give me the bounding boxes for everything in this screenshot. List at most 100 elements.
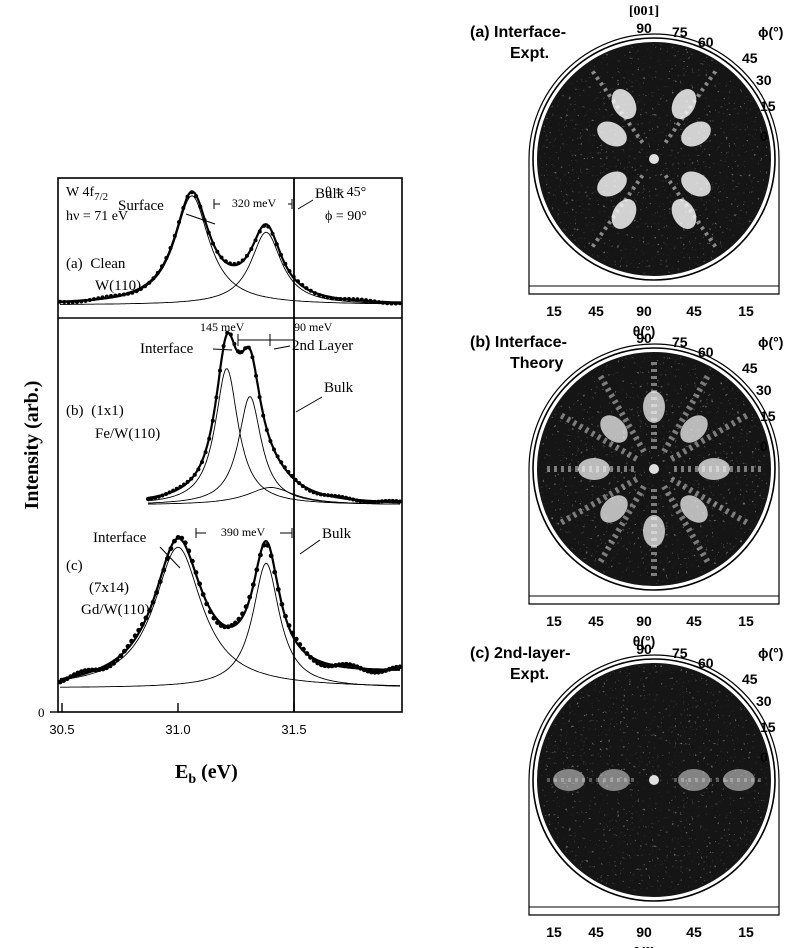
data-point: [189, 190, 194, 195]
data-point: [258, 552, 263, 558]
theta-tick-label: 90: [636, 613, 652, 629]
pattern-caption: (a) Interface-: [470, 24, 566, 41]
data-point: [207, 609, 213, 615]
phi-tick-label: 45: [742, 671, 758, 687]
data-point: [96, 296, 101, 301]
data-point: [239, 350, 244, 354]
pattern-outer-ring: [532, 347, 776, 591]
data-point: [92, 297, 96, 302]
data-point: [315, 491, 320, 496]
data-point: [194, 194, 198, 199]
data-point: [347, 496, 352, 501]
data-point: [304, 486, 309, 491]
data-point: [340, 495, 345, 499]
bulk-peak-label-c: Bulk: [322, 526, 352, 542]
data-point: [300, 484, 305, 489]
core-level-label: W 4f7/2: [66, 185, 108, 203]
data-point: [254, 567, 260, 573]
split-label-a-bg: [220, 194, 288, 210]
data-point: [355, 297, 360, 302]
data-point: [177, 220, 181, 225]
data-point: [229, 623, 235, 628]
phi-tick-label: 60: [698, 34, 714, 50]
data-point: [61, 678, 66, 683]
data-point: [358, 665, 363, 671]
data-point: [243, 346, 248, 351]
second-layer-pointer: [273, 345, 291, 350]
theta-tick-label: 15: [546, 924, 562, 940]
data-point: [250, 582, 256, 588]
data-point: [380, 499, 384, 504]
data-point: [257, 395, 262, 400]
data-point: [297, 481, 302, 486]
data-point: [283, 613, 288, 619]
data-point: [290, 474, 294, 478]
data-point: [155, 270, 160, 275]
data-point: [333, 494, 338, 498]
phi-tick-label: 45: [742, 360, 758, 376]
phi-tick-label: 60: [698, 655, 714, 671]
data-point: [146, 497, 150, 501]
data-point: [196, 467, 201, 472]
crystal-axis-label: [001]: [629, 4, 659, 19]
data-point: [236, 349, 240, 354]
data-point: [104, 294, 109, 299]
data-point: [342, 297, 347, 301]
data-point: [122, 648, 127, 654]
data-point: [297, 642, 303, 647]
interface-peak-label-b: Interface: [140, 341, 194, 357]
data-point: [207, 436, 212, 441]
interface-pointer-c: [159, 546, 181, 569]
data-point: [156, 494, 161, 499]
data-point: [197, 581, 203, 587]
data-point: [93, 667, 99, 673]
data-point: [315, 660, 321, 666]
x-tick-label: 30.5: [49, 722, 74, 737]
data-point: [232, 262, 237, 266]
data-point: [275, 454, 280, 459]
data-point: [390, 665, 396, 671]
data-point: [186, 548, 192, 554]
data-point: [336, 662, 342, 668]
data-point: [198, 204, 203, 209]
second-layer-label: 2nd Layer: [292, 338, 353, 354]
data-point: [304, 286, 309, 291]
data-point: [287, 269, 292, 274]
bulk-pointer-c: [299, 539, 321, 555]
data-point: [376, 300, 381, 305]
data-point: [211, 241, 215, 246]
phi-tick-label: 0: [760, 128, 768, 144]
data-point: [308, 288, 313, 293]
interface-pointer-b: [212, 348, 233, 351]
data-point: [182, 540, 188, 546]
data-point: [175, 535, 181, 540]
data-point: [181, 206, 186, 210]
data-point: [290, 630, 295, 636]
data-point: [270, 231, 275, 236]
data-point: [210, 418, 215, 423]
data-point: [266, 224, 271, 229]
panel-c-tag: (c): [66, 558, 83, 574]
data-point: [151, 276, 156, 281]
data-point: [351, 297, 356, 302]
data-point: [225, 624, 231, 630]
data-point: [104, 665, 109, 671]
data-point: [275, 587, 281, 592]
data-point: [286, 469, 291, 474]
data-point: [215, 620, 220, 625]
data-point: [236, 616, 242, 622]
pattern-outer-ring: [532, 37, 776, 281]
theta-tick-label: 45: [686, 924, 702, 940]
bulk-peak-label-a: Bulk: [315, 186, 345, 202]
data-point: [190, 558, 195, 564]
data-point: [283, 261, 288, 266]
surface-peak-label: Surface: [118, 198, 164, 214]
data-point: [398, 499, 402, 504]
phi-tick-label: 15: [760, 719, 776, 735]
theta-tick-label: 15: [738, 613, 754, 629]
x-axis-label-sub: b: [188, 772, 196, 787]
data-point: [86, 667, 91, 673]
component-curve: [60, 562, 401, 688]
data-point: [311, 658, 317, 663]
data-point: [232, 342, 237, 346]
